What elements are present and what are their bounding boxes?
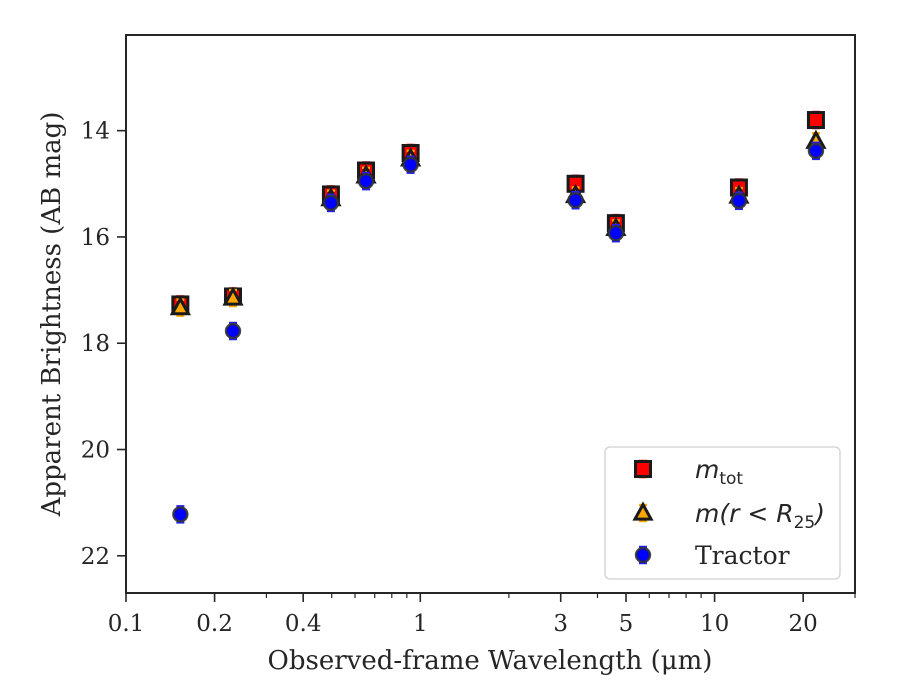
square-point <box>806 111 825 130</box>
plot-frame <box>125 34 856 594</box>
legend-circle-point <box>634 546 652 564</box>
x-tick-label: 20 <box>789 611 818 637</box>
circle-point <box>357 172 375 190</box>
y-axis: 14 16 18 20 22 <box>81 119 126 570</box>
y-tick-label: 20 <box>81 438 110 464</box>
x-axis-title: Observed-frame Wavelength (μm) <box>268 646 713 676</box>
data-marks <box>169 110 827 524</box>
legend-frame <box>604 446 841 580</box>
legend-square-point <box>634 460 652 478</box>
legend-triangle-point <box>632 501 654 521</box>
x-tick-label: 0.4 <box>285 611 322 637</box>
y-tick-label: 22 <box>81 544 110 570</box>
y-tick-label: 14 <box>81 119 110 145</box>
y-axis-title: Apparent Brightness (AB mag) <box>37 112 67 518</box>
y-tick-label: 16 <box>81 225 110 251</box>
triangle-point <box>169 296 191 316</box>
circle-point <box>807 142 825 160</box>
x-axis: 0.1 0.2 0.4 1 3 5 10 20 <box>108 593 856 637</box>
series-2 <box>172 141 825 524</box>
x-tick-label: 0.2 <box>196 611 233 637</box>
x-tick-label: 10 <box>700 611 729 637</box>
triangle-point <box>222 286 244 306</box>
circle-point <box>402 156 419 173</box>
circle-point <box>322 194 340 212</box>
legend-label: m(r < R25) <box>695 499 825 533</box>
circle-point <box>224 322 242 340</box>
legend: mtot m(r < R25) Tractor <box>604 446 841 580</box>
x-tick-label: 3 <box>553 611 568 637</box>
y-tick-label: 18 <box>81 331 110 357</box>
legend-label: mtot <box>695 455 743 489</box>
series-0 <box>171 110 825 314</box>
circle-point <box>730 192 748 210</box>
circle-point <box>607 225 625 242</box>
circle-point <box>172 506 189 523</box>
x-tick-label: 0.1 <box>108 611 145 637</box>
series-1 <box>169 129 827 317</box>
x-tick-label: 5 <box>619 611 634 637</box>
circle-point <box>567 192 584 209</box>
plot-area <box>125 34 856 594</box>
x-tick-label: 1 <box>413 611 428 637</box>
legend-label: Tractor <box>695 541 790 570</box>
